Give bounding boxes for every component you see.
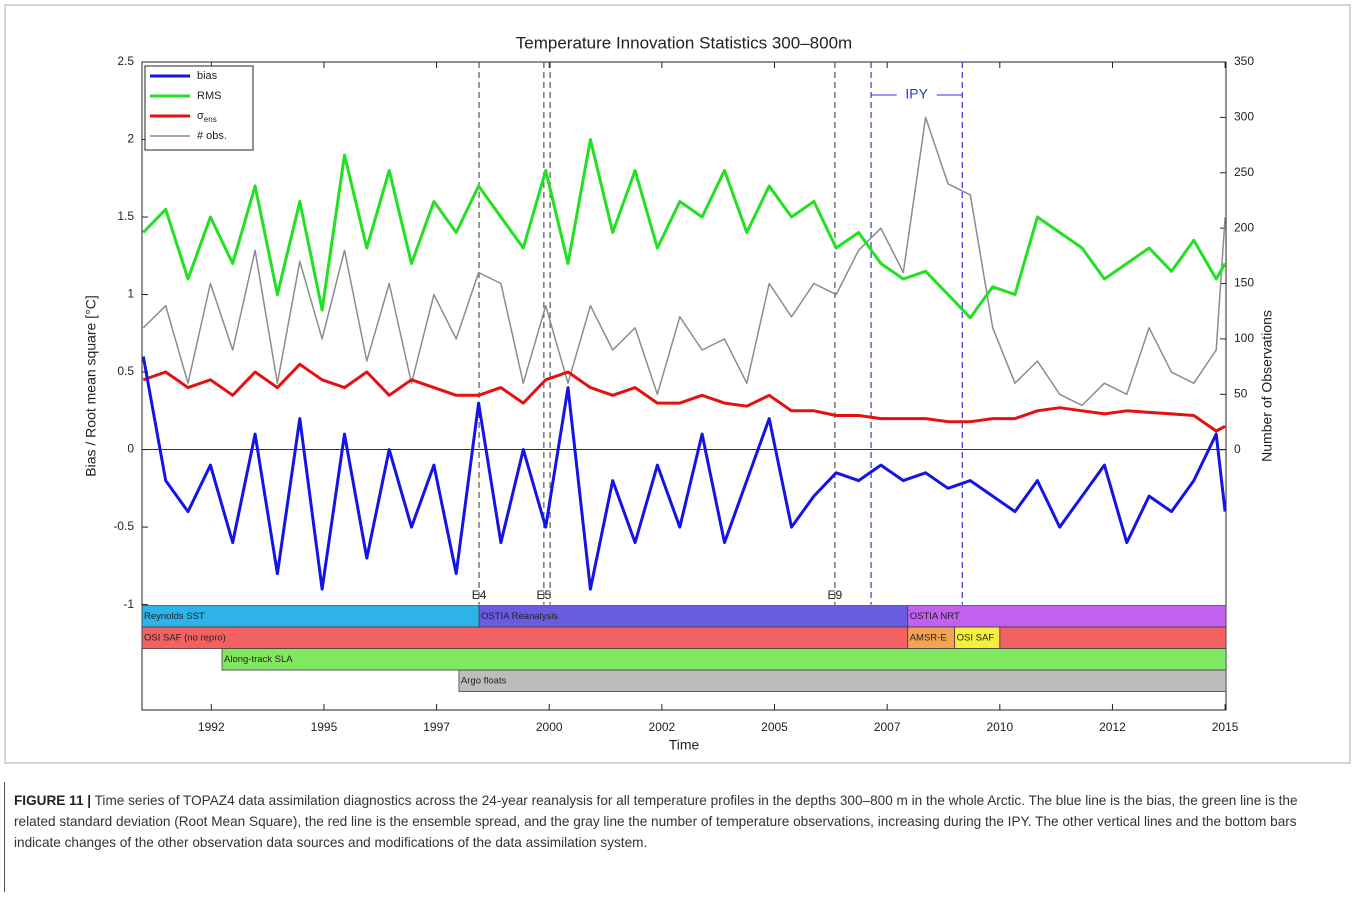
y-axis-label: Bias / Root mean square [°C] (83, 295, 99, 476)
event-label: E5 (537, 588, 552, 602)
chart: Temperature Innovation Statistics 300–80… (4, 4, 1351, 764)
series-line (142, 116, 1226, 407)
source-label: AMSR-E (910, 632, 947, 643)
x-tick-label: 2005 (761, 720, 788, 734)
source-label: OSI SAF (no repro) (144, 632, 226, 643)
y2-tick-label: 150 (1234, 276, 1254, 290)
source-label: OSTIA NRT (910, 611, 960, 622)
y2-tick-label: 100 (1234, 331, 1254, 345)
caption-label: FIGURE 11 | (14, 793, 92, 808)
x-tick-label: 2000 (536, 720, 563, 734)
x-axis-label: Time (669, 737, 700, 753)
ipy-label-bg (896, 86, 937, 104)
x-tick-label: 2007 (874, 720, 901, 734)
x-tick-label: 2010 (986, 720, 1013, 734)
x-tick-label: 1997 (423, 720, 450, 734)
y2-axis-label: Number of Observations (1259, 310, 1275, 462)
source-label: Along-track SLA (224, 654, 293, 665)
plot-area (141, 61, 1227, 711)
source-label: Reynolds SST (144, 611, 205, 622)
source-label: OSTIA Reanalysis (481, 611, 558, 622)
series-line (142, 138, 1227, 320)
source-bar (458, 669, 1227, 692)
y-tick-label: 2 (127, 132, 134, 146)
series-line (141, 356, 1227, 591)
x-tick-label: 1992 (198, 720, 225, 734)
event-label: E9 (828, 588, 843, 602)
y2-tick-label: 200 (1234, 220, 1254, 234)
legend-label: RMS (197, 90, 221, 102)
y2-tick-label: 0 (1234, 442, 1241, 456)
y-tick-label: 1 (127, 287, 134, 301)
series-line (142, 362, 1226, 433)
legend-label: bias (197, 70, 218, 82)
y-tick-label: 2.5 (117, 54, 134, 68)
x-tick-label: 2002 (649, 720, 676, 734)
y-tick-label: -1 (123, 597, 134, 611)
legend-label-sub: ens (204, 115, 217, 124)
source-bar (221, 648, 1227, 671)
chart-title: Temperature Innovation Statistics 300–80… (516, 33, 852, 52)
y2-tick-label: 350 (1234, 54, 1254, 68)
y-tick-label: 1.5 (117, 209, 134, 223)
x-tick-label: 2015 (1212, 720, 1239, 734)
x-tick-label: 1995 (311, 720, 338, 734)
source-label: Argo floats (461, 675, 507, 686)
caption: FIGURE 11 | Time series of TOPAZ4 data a… (14, 790, 1339, 853)
source-bar (141, 626, 909, 649)
source-bar (999, 626, 1227, 649)
legend-label: # obs. (197, 130, 227, 142)
y-tick-label: -0.5 (113, 519, 134, 533)
y2-tick-label: 50 (1234, 386, 1248, 400)
source-label: OSI SAF (957, 632, 995, 643)
event-label: E4 (472, 588, 487, 602)
x-tick-label: 2012 (1099, 720, 1126, 734)
y-tick-label: 0.5 (117, 364, 134, 378)
y2-tick-label: 250 (1234, 165, 1254, 179)
figure-frame (4, 4, 1351, 764)
y2-tick-label: 300 (1234, 110, 1254, 124)
ipy-label: IPY (905, 86, 928, 102)
caption-text: Time series of TOPAZ4 data assimilation … (14, 793, 1298, 850)
y-tick-label: 0 (127, 442, 134, 456)
caption-bar (4, 782, 5, 892)
